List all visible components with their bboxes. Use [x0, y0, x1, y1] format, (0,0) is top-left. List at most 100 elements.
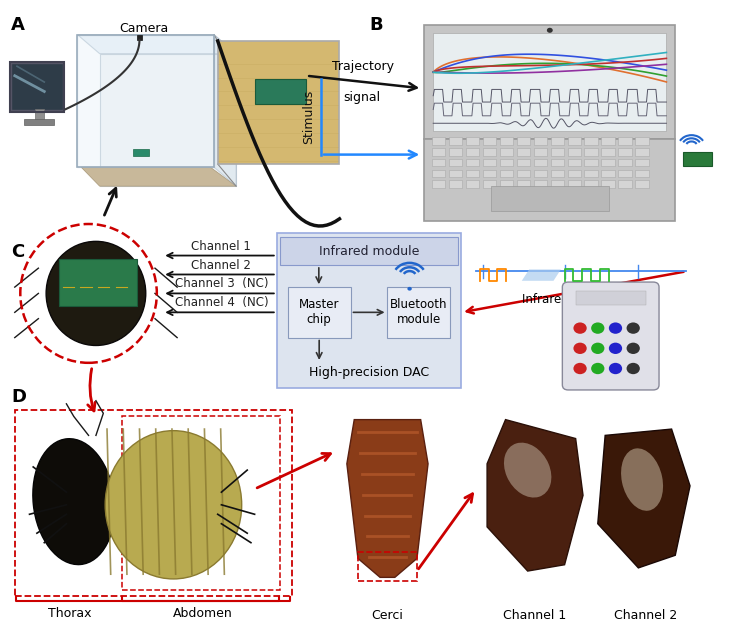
- Bar: [500, 148, 513, 156]
- Bar: [601, 148, 615, 156]
- Text: Channel 4  (NC): Channel 4 (NC): [175, 297, 268, 309]
- FancyBboxPatch shape: [562, 282, 659, 390]
- Circle shape: [689, 156, 694, 160]
- Bar: [584, 170, 598, 177]
- Bar: [483, 170, 496, 177]
- Circle shape: [627, 343, 640, 354]
- Bar: [483, 148, 496, 156]
- Bar: [466, 138, 479, 145]
- Bar: [618, 180, 632, 188]
- Circle shape: [591, 363, 604, 374]
- Bar: [635, 159, 649, 167]
- Circle shape: [627, 363, 640, 374]
- Bar: [466, 148, 479, 156]
- Circle shape: [627, 322, 640, 334]
- Text: Master
chip: Master chip: [299, 298, 339, 326]
- Bar: [584, 148, 598, 156]
- Text: D: D: [11, 388, 26, 406]
- Bar: [449, 180, 462, 188]
- Bar: [551, 159, 564, 167]
- Circle shape: [591, 322, 604, 334]
- Bar: [618, 148, 632, 156]
- Bar: [449, 148, 462, 156]
- Bar: [449, 138, 462, 145]
- Polygon shape: [214, 35, 236, 186]
- Bar: [387, 287, 450, 338]
- Bar: [277, 233, 461, 388]
- Bar: [491, 186, 609, 211]
- Bar: [534, 148, 547, 156]
- Text: Cerci: Cerci: [371, 609, 404, 622]
- Bar: [534, 170, 547, 177]
- Text: Channel 3  (NC): Channel 3 (NC): [175, 278, 268, 290]
- Bar: [280, 237, 458, 265]
- Text: Stimulus: Stimulus: [302, 90, 315, 144]
- Bar: [255, 79, 306, 104]
- Circle shape: [573, 343, 587, 354]
- Bar: [100, 54, 236, 186]
- Bar: [517, 170, 530, 177]
- Bar: [551, 170, 564, 177]
- Bar: [432, 159, 445, 167]
- Bar: [24, 119, 54, 125]
- Bar: [432, 180, 445, 188]
- Bar: [576, 291, 646, 305]
- Bar: [449, 159, 462, 167]
- Ellipse shape: [46, 241, 145, 345]
- Text: A: A: [11, 16, 25, 34]
- Bar: [424, 25, 675, 139]
- Bar: [601, 180, 615, 188]
- Bar: [77, 35, 214, 167]
- Bar: [635, 170, 649, 177]
- Bar: [10, 62, 64, 112]
- Polygon shape: [347, 420, 428, 577]
- Polygon shape: [487, 420, 583, 571]
- Bar: [601, 138, 615, 145]
- Text: Bluetooth
module: Bluetooth module: [390, 298, 447, 326]
- Bar: [584, 159, 598, 167]
- Bar: [618, 170, 632, 177]
- Bar: [424, 139, 675, 221]
- Ellipse shape: [105, 430, 242, 579]
- Bar: [358, 552, 417, 581]
- Bar: [618, 159, 632, 167]
- Bar: [500, 138, 513, 145]
- Text: C: C: [11, 243, 24, 261]
- Circle shape: [609, 343, 622, 354]
- Circle shape: [547, 28, 553, 33]
- Bar: [483, 159, 496, 167]
- Bar: [35, 109, 44, 120]
- Bar: [137, 35, 142, 40]
- Polygon shape: [77, 35, 236, 54]
- Text: Channel 1: Channel 1: [191, 240, 252, 252]
- Bar: [635, 148, 649, 156]
- Bar: [534, 138, 547, 145]
- Bar: [449, 170, 462, 177]
- Text: signal: signal: [343, 91, 380, 104]
- Text: Infrared module: Infrared module: [319, 245, 419, 257]
- Text: Camera: Camera: [120, 22, 168, 35]
- Bar: [466, 180, 479, 188]
- Polygon shape: [598, 429, 690, 568]
- Bar: [568, 138, 581, 145]
- Bar: [551, 148, 564, 156]
- Bar: [534, 180, 547, 188]
- Bar: [517, 180, 530, 188]
- Bar: [15, 410, 292, 596]
- Bar: [618, 138, 632, 145]
- Circle shape: [609, 322, 622, 334]
- Bar: [517, 148, 530, 156]
- Bar: [466, 159, 479, 167]
- Bar: [122, 416, 280, 590]
- Bar: [77, 35, 214, 167]
- Bar: [11, 63, 63, 110]
- Bar: [584, 138, 598, 145]
- Bar: [568, 148, 581, 156]
- Bar: [635, 180, 649, 188]
- Ellipse shape: [33, 439, 114, 565]
- Text: High-precision DAC: High-precision DAC: [309, 366, 429, 379]
- Polygon shape: [81, 167, 236, 186]
- Ellipse shape: [621, 449, 663, 510]
- Bar: [466, 170, 479, 177]
- Bar: [584, 180, 598, 188]
